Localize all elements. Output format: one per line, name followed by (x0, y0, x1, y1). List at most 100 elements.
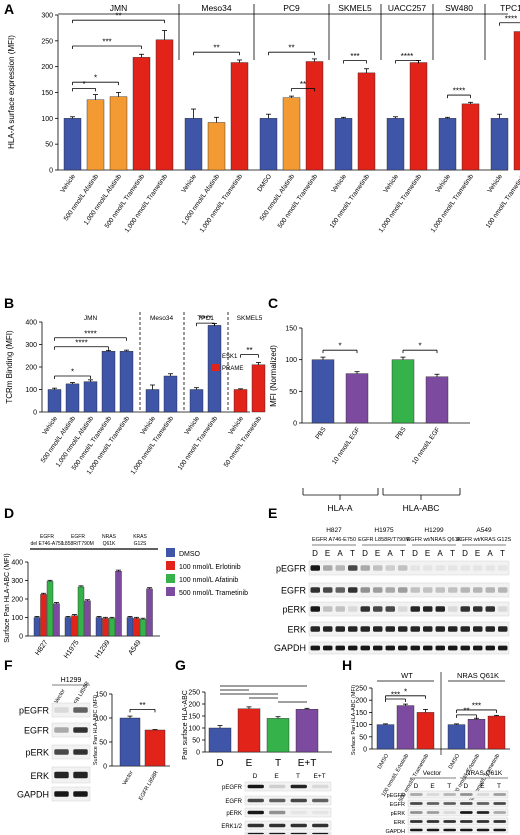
panel-e-blot-band (310, 565, 320, 571)
panel-e-blot-band (310, 626, 320, 632)
panel-d-x-tick-label: H827 (34, 639, 49, 657)
panel-g-blot-band (247, 823, 264, 828)
panel-b-bar (119, 351, 134, 413)
panel-a-x-tick-label: Vehicle (59, 173, 77, 194)
panel-f-blot-band (73, 771, 88, 779)
panel-a-group-label: SW480 (445, 3, 473, 13)
panel-f-blot-band (73, 749, 88, 755)
panel-d-bar (84, 600, 91, 637)
panel-f-row-label: ERK (30, 771, 49, 781)
panel-b-group-label: SKMEL5 (237, 315, 263, 322)
panel-a-y-tick-label: 50 (45, 142, 53, 149)
panel-a-x-tick-label: Vehicle (382, 173, 400, 194)
panel-d-bar (46, 581, 54, 637)
panel-a-significance-label: **** (401, 52, 413, 61)
panel-e-blot-band (448, 626, 458, 632)
panel-b-group-label: TPC1 (197, 315, 214, 322)
panel-d-bar (139, 619, 147, 637)
panel-letter-F: F (4, 657, 13, 673)
panel-e-blot-band (385, 626, 395, 632)
panel-e-row-label: ERK (287, 625, 306, 635)
panel-f-y-tick-label: 100 (95, 716, 107, 723)
panel-e-blot-band (410, 587, 420, 593)
panel-e-blot-band (498, 645, 508, 651)
panel-h-lane-label: E (430, 783, 435, 790)
panel-e-blot-strip (308, 621, 510, 637)
panel-e-blot-band (335, 606, 345, 612)
panel-h-blot-band (493, 828, 506, 832)
panel-e-lane-label: T (400, 549, 405, 558)
panel-h-blot-band (410, 793, 423, 796)
panel-e-lane-label: D (362, 549, 368, 558)
panel-e-blot-band (485, 626, 495, 632)
panel-letter-B: B (4, 295, 14, 311)
panel-g-row-label: EGFR (225, 799, 242, 805)
panel-e-lane-label: A (437, 549, 443, 558)
panel-c-y-tick-label: 150 (285, 326, 297, 333)
panel-h-x-tick-label: DMSO (448, 752, 462, 770)
panel-d-group-header: Q61K (103, 541, 116, 547)
panel-a-bar (259, 118, 278, 171)
panel-h-bar (487, 715, 506, 750)
panel-c-y-axis-label: MFI (Normalized) (269, 345, 278, 407)
panel-e-blot-band (373, 645, 383, 651)
panel-f-blot-strip (51, 766, 91, 784)
panel-b-legend-label: PRAME (222, 366, 243, 372)
panel-c-x-tick-label: 10 nmol/L EGF (331, 426, 362, 466)
panel-b-bar (189, 389, 204, 413)
panel-e-lane-label: E (375, 549, 380, 558)
panel-h-blot-band (426, 820, 440, 823)
panel-e-lane-label: D (412, 549, 418, 558)
panel-g-blot-band (247, 784, 264, 789)
panel-e-blot-band (385, 606, 395, 612)
panel-h-blot-band (443, 820, 456, 823)
panel-d-group-header: G12S (134, 541, 147, 547)
panel-f-x-tick-label: Vector (122, 770, 135, 787)
panel-d-bar (40, 594, 47, 637)
panel-g-y-tick-label: 50 (192, 738, 200, 745)
panel-a-y-tick-label: 150 (41, 90, 53, 97)
panel-d-group-header: L858R/T790M (62, 541, 94, 547)
panel-a-x-tick-label: 1,000 nmol/L Trametinib (430, 173, 476, 234)
panel-c-y-tick-label: 100 (285, 357, 297, 364)
panel-a-y-tick-label: 0 (49, 168, 53, 175)
panel-h-y-tick-label: 0 (363, 747, 367, 754)
panel-e-blot-band (460, 645, 470, 651)
panel-c-x-tick-label: PBS (394, 426, 408, 441)
panel-g-blot-band (247, 798, 264, 803)
panel-f-blot-strip (51, 786, 91, 802)
panel-a-x-tick-label: 1,000 nmol/L Trametinib (124, 173, 170, 234)
panel-c-group-label: HLA-A (327, 503, 352, 513)
panel-e-row-label: pEGFR (276, 564, 307, 574)
panel-e-blot-band (410, 626, 420, 632)
panel-a-significance-label: *** (350, 52, 359, 61)
panel-h-blot-band (476, 802, 490, 805)
panel-e-blot-band (398, 645, 408, 651)
panel-h-significance-label: *** (472, 701, 481, 710)
panel-h-row-label: ERK (394, 820, 406, 826)
panel-b-bar (233, 389, 248, 413)
panel-a-y-tick-label: 200 (41, 64, 53, 71)
panel-e-blot-band (498, 587, 508, 593)
panel-a-y-axis-label: HLA-A surface expression (MFI) (7, 35, 16, 149)
panel-a-x-tick-label: 100 nmol/L Trametinib (485, 173, 520, 230)
panel-f-blot-band (73, 791, 88, 797)
panel-h-blot-band (460, 793, 473, 796)
panel-a-x-tick-label: 1,000 nmol/L Trametinib (378, 173, 424, 234)
panel-a-significance-label: ** (213, 44, 219, 53)
panel-e-blot-band (448, 565, 458, 571)
panel-g-x-tick-label: E (246, 758, 253, 769)
panel-d-legend-label: 100 nmol/L Erlotinib (179, 564, 241, 571)
panel-a-y-tick-label: 250 (41, 38, 53, 45)
panel-e-blot-band (360, 645, 370, 651)
panel-h-blot-band (443, 828, 456, 832)
panel-h-significance-label: * (404, 687, 407, 696)
panel-f-row-label: GAPDH (17, 790, 49, 800)
panel-d-x-tick-label: A549 (128, 639, 143, 656)
panel-b-x-tick-label: Vehicle (227, 415, 245, 436)
panel-a-y-tick-label: 300 (41, 13, 53, 20)
panel-a-bar (334, 118, 353, 171)
panel-b-bar (101, 351, 116, 413)
panel-e-blot-band (423, 565, 433, 571)
panel-e-row-label: GAPDH (274, 643, 306, 653)
